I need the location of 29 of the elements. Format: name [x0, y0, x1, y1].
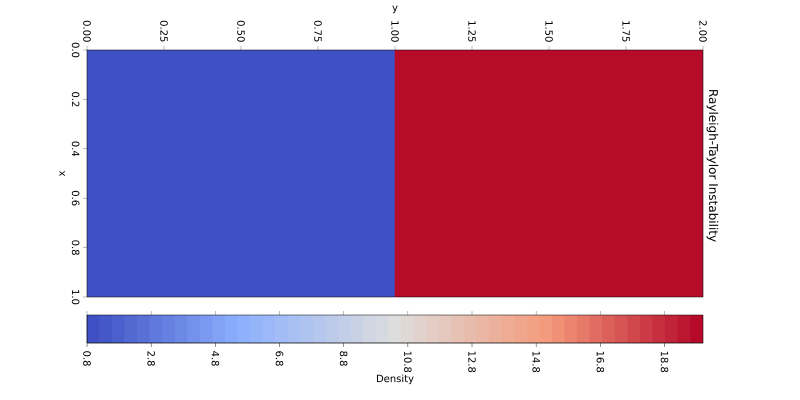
- color-bar-label: 14.8: [532, 352, 540, 372]
- color-bar-title: Density: [376, 374, 414, 384]
- y-tick-label: 0.4: [72, 142, 80, 156]
- y-tick-label: 0.2: [72, 92, 80, 106]
- y-tick-label: 0.8: [72, 240, 80, 255]
- color-bar-label: 8.8: [340, 351, 348, 366]
- color-bar-label: 0.8: [83, 351, 91, 366]
- color-bar-label: 4.8: [212, 351, 220, 366]
- x-tick-label: 0.50: [237, 20, 245, 42]
- x-tick-label: 1.75: [622, 21, 630, 42]
- y-tick-label: 1.0: [72, 290, 80, 304]
- color-bar-label: 16.8: [596, 352, 604, 372]
- text: Rayleigh-Taylor Instability: [706, 90, 718, 242]
- y-axis-title: x: [59, 170, 65, 176]
- color-bar-label: 12.8: [468, 352, 476, 372]
- x-tick-label: 0.75: [314, 20, 322, 42]
- x-tick-label: 0.00: [83, 20, 91, 42]
- x-axis-title: y: [392, 6, 398, 14]
- color-bar-label: 18.8: [660, 352, 668, 372]
- x-tick-label: 1.50: [545, 21, 553, 42]
- color-bar-label: 10.8: [404, 352, 412, 372]
- color-bar-label: 2.8: [147, 351, 155, 366]
- color-bar-label: 6.8: [276, 351, 284, 366]
- y-tick-label: 0.6: [72, 190, 80, 206]
- x-tick-label: 1.00: [391, 21, 399, 42]
- x-tick-label: 0.25: [160, 20, 168, 42]
- x-tick-label: 1.25: [468, 21, 476, 42]
- y-tick-label: 0.0: [72, 42, 80, 58]
- x-tick-label: 2.00: [699, 20, 707, 42]
